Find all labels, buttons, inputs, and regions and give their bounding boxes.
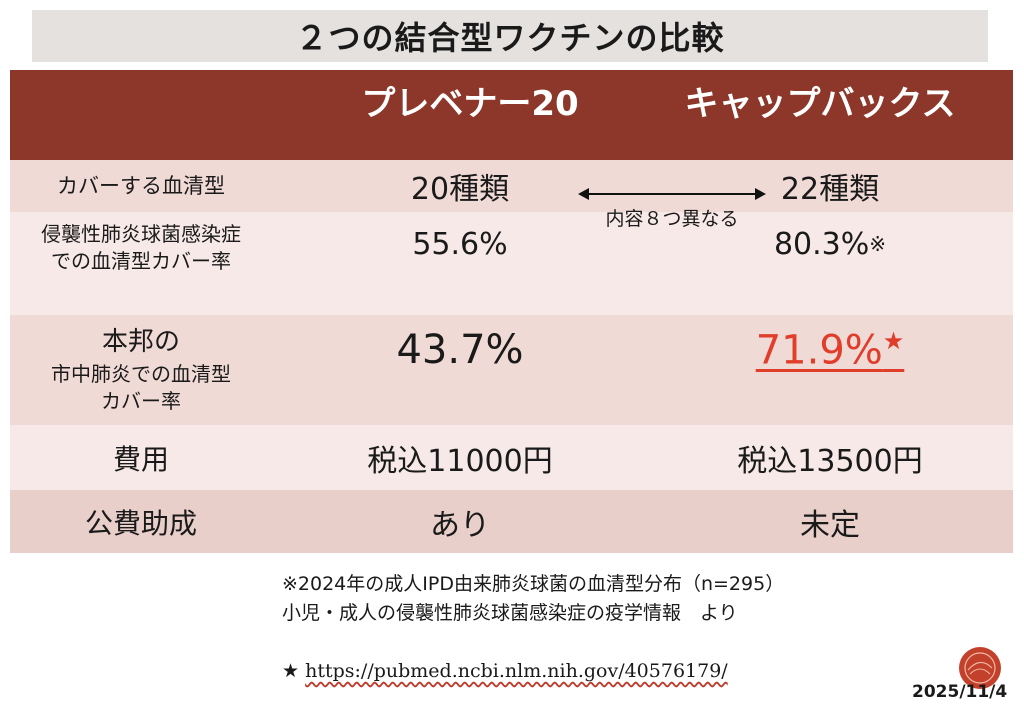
value-cap-capvaxive: 71.9%★ [710, 315, 950, 385]
label-serotypes: カバーする血清型 [57, 173, 225, 198]
value-subsidy-capvaxive: 未定 [800, 507, 860, 543]
star-mark: ★ [282, 660, 300, 682]
value-ipd-capvaxive-number: 80.3% [773, 226, 870, 262]
footnote-line1: ※2024年の成人IPD由来肺炎球菌の血清型分布（n=295） [282, 573, 785, 595]
slide-title: ２つの結合型ワクチンの比較 [32, 10, 988, 62]
header-capvaxive: キャップバックス [684, 83, 956, 124]
row-cost: 費用 税込11000円 税込13500円 [10, 425, 1013, 490]
row-subsidy: 公費助成 あり 未定 [10, 490, 1013, 553]
label-cap-line1: 本邦の [101, 327, 180, 358]
round-red-logo-icon [959, 647, 1001, 689]
label-ipd-line2: での血清型カバー率 [51, 249, 231, 273]
difference-note: 内容８つ異なる [605, 208, 739, 230]
value-cost-capvaxive: 税込13500円 [737, 443, 923, 479]
label-cap-line2: 市中肺炎での血清型 [51, 361, 231, 386]
value-ipd-capvaxive: 80.3% ※ [710, 214, 950, 274]
value-cap-capvaxive-number: 71.9%★ [756, 327, 905, 373]
row-ipd: 侵襲性肺炎球菌感染症 での血清型カバー率 55.6% 80.3% ※ [10, 212, 1013, 315]
value-cap-capvaxive-text: 71.9% [755, 327, 883, 374]
value-cap-capvaxive-mark: ★ [882, 326, 905, 355]
comparison-table: プレベナー20 キャップバックス カバーする血清型 20種類 22種類 侵襲性肺… [10, 70, 1013, 553]
value-ipd-prevenar: 55.6% [412, 226, 508, 262]
header-prevenar20: プレベナー20 [361, 83, 579, 124]
label-cap-line3: カバー率 [101, 388, 181, 413]
value-serotypes-capvaxive: 22種類 [780, 172, 880, 207]
slide-date: 2025/11/4 [912, 682, 1008, 702]
row-cap: 本邦の 市中肺炎での血清型 カバー率 43.7% 71.9%★ [10, 315, 1013, 425]
value-ipd-capvaxive-mark: ※ [869, 232, 887, 256]
table-header-row: プレベナー20 キャップバックス [10, 70, 1013, 160]
value-serotypes-prevenar: 20種類 [410, 172, 510, 207]
double-arrow-icon [578, 188, 766, 200]
label-ipd-line1: 侵襲性肺炎球菌感染症 [41, 222, 241, 246]
value-subsidy-prevenar: あり [430, 507, 490, 543]
footnote-line2: 小児・成人の侵襲性肺炎球菌感染症の疫学情報 より [282, 602, 738, 625]
value-cap-prevenar: 43.7% [396, 327, 524, 373]
label-cap: 本邦の 市中肺炎での血清型 カバー率 [10, 315, 272, 425]
label-cost: 費用 [112, 442, 169, 476]
difference-arrow-group: 内容８つ異なる [578, 178, 766, 238]
row-serotypes: カバーする血清型 20種類 22種類 [10, 160, 1013, 212]
reference-link-line: ★ https://pubmed.ncbi.nlm.nih.gov/405761… [282, 660, 728, 682]
reference-link[interactable]: https://pubmed.ncbi.nlm.nih.gov/40576179… [305, 660, 728, 682]
label-ipd: 侵襲性肺炎球菌感染症 での血清型カバー率 [10, 216, 272, 280]
footnotes: ※2024年の成人IPD由来肺炎球菌の血清型分布（n=295） 小児・成人の侵襲… [282, 570, 784, 629]
value-cost-prevenar: 税込11000円 [367, 443, 553, 479]
label-subsidy: 公費助成 [84, 506, 197, 540]
